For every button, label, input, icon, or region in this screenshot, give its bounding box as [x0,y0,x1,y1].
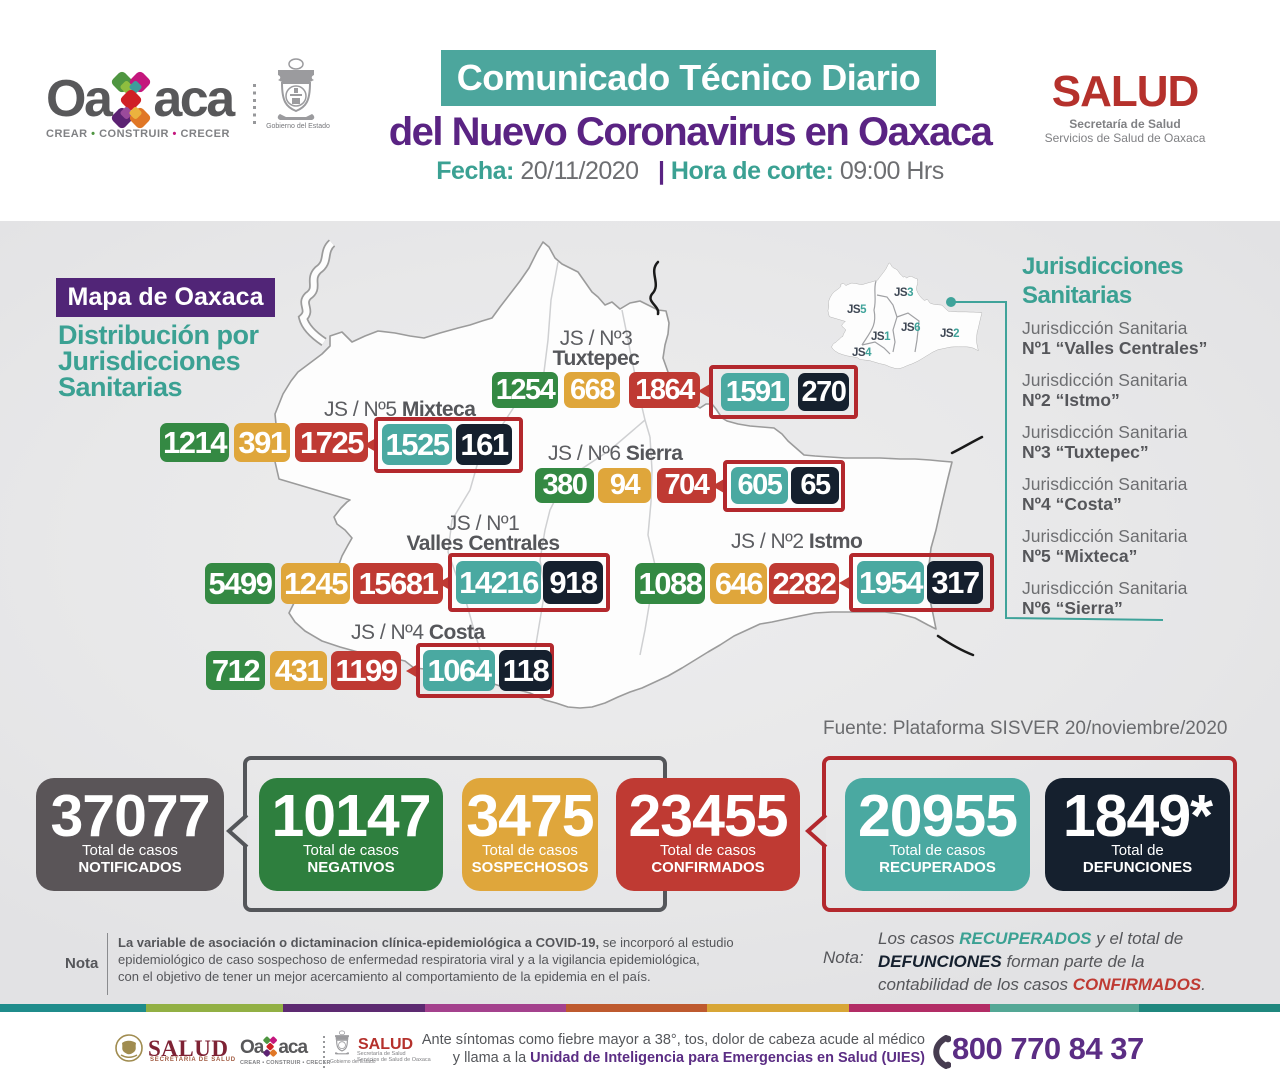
svg-text:JS3: JS3 [894,287,913,299]
svg-text:JS2: JS2 [940,328,959,340]
svg-text:JS6: JS6 [901,322,920,334]
svg-text:JS4: JS4 [852,347,872,359]
svg-text:JS1: JS1 [871,331,891,343]
svg-text:JS5: JS5 [847,304,867,316]
